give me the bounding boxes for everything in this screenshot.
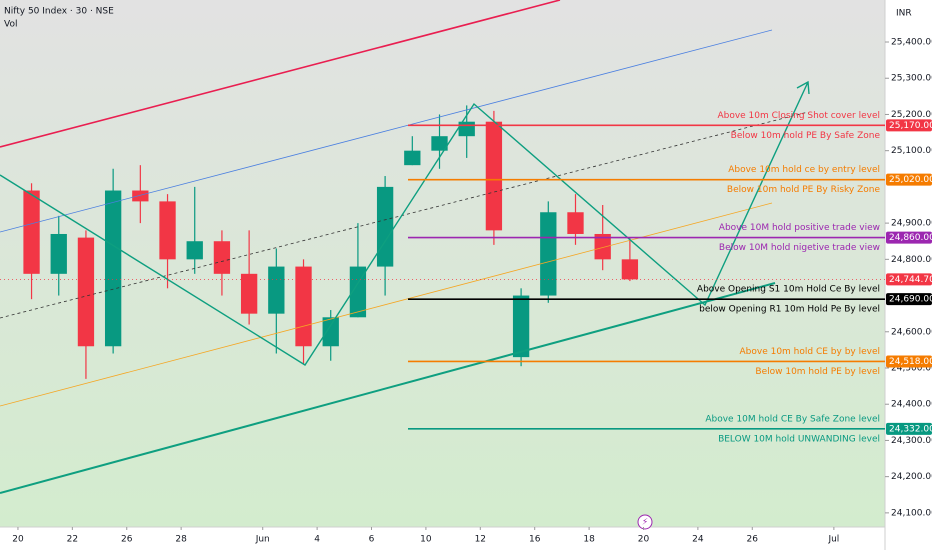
currency: INR bbox=[896, 9, 912, 19]
candle-body bbox=[540, 212, 557, 296]
x-tick-label: 28 bbox=[175, 535, 187, 545]
candle-body bbox=[431, 136, 448, 151]
x-tick-label: 24 bbox=[692, 535, 704, 545]
level-text-below: Below 10m hold PE by level bbox=[755, 367, 880, 377]
y-tick-label: 25,400.00 bbox=[891, 38, 932, 48]
x-tick-label: Jul bbox=[827, 535, 839, 545]
x-tick-label: 6 bbox=[369, 535, 375, 545]
candle-body bbox=[349, 266, 367, 318]
level-text-below: BELOW 10M hold UNWANDING level bbox=[718, 434, 880, 444]
candle-body bbox=[404, 150, 421, 166]
x-tick-label: 26 bbox=[121, 535, 133, 545]
layer bbox=[23, 105, 639, 379]
volume-label: Vol bbox=[4, 20, 17, 30]
candle-body bbox=[322, 317, 339, 347]
level-price-box bbox=[886, 231, 932, 244]
plot-background bbox=[0, 0, 885, 527]
y-tick-label: 24,400.00 bbox=[891, 400, 932, 410]
level-price-box bbox=[886, 119, 932, 132]
event-icon-glyph: ⚡ bbox=[642, 518, 648, 528]
last-price-label: 24,744.70 bbox=[889, 275, 932, 285]
zigzag-line bbox=[0, 81, 809, 366]
candle-body bbox=[485, 121, 503, 231]
x-tick-label: 22 bbox=[67, 535, 78, 545]
x-tick-label: Jun bbox=[255, 535, 270, 545]
y-tick-label: 25,100.00 bbox=[891, 146, 932, 156]
x-tick-label: 10 bbox=[420, 535, 432, 545]
y-tick-label: 25,300.00 bbox=[891, 74, 932, 84]
candle-body bbox=[77, 237, 95, 347]
level-text-above: Above 10m hold CE by by level bbox=[740, 347, 881, 357]
level-price-label: 25,170.00 bbox=[889, 121, 932, 131]
level-price-box bbox=[886, 422, 932, 435]
candle-body bbox=[132, 190, 149, 202]
candle-body bbox=[213, 241, 231, 274]
x-tick-label: 16 bbox=[529, 535, 541, 545]
candle-body bbox=[23, 190, 40, 274]
level-price-label: 24,860.00 bbox=[889, 233, 932, 243]
level-text-above: Above 10M hold CE By Safe Zone level bbox=[705, 414, 880, 424]
level-text-above: Above 10m Closing Shot cover level bbox=[717, 111, 880, 121]
trend-line bbox=[0, 0, 561, 148]
y-tick-label: 24,200.00 bbox=[891, 472, 932, 482]
x-tick-label: 12 bbox=[475, 535, 486, 545]
level-text-above: Above 10m hold ce by entry level bbox=[728, 165, 880, 175]
candle-body bbox=[376, 186, 394, 267]
y-tick-label: 24,300.00 bbox=[891, 436, 932, 446]
trend-line bbox=[0, 282, 776, 494]
level-price-box bbox=[886, 355, 932, 368]
y-tick-label: 24,100.00 bbox=[891, 508, 932, 518]
candle-body bbox=[240, 273, 258, 314]
candle-body bbox=[104, 190, 122, 347]
level-price-label: 24,518.00 bbox=[889, 357, 932, 367]
trend-line bbox=[0, 111, 809, 319]
y-tick-label: 24,600.00 bbox=[891, 327, 932, 337]
y-tick-label: 25,200.00 bbox=[891, 110, 932, 120]
level-price-label: 24,690.00 bbox=[889, 295, 932, 305]
candle-body bbox=[159, 201, 176, 260]
x-tick-label: 4 bbox=[314, 535, 320, 545]
level-price-box bbox=[886, 293, 932, 306]
level-price-label: 24,332.00 bbox=[889, 424, 932, 434]
time-axis bbox=[0, 527, 885, 550]
level-text-below: Below 10m hold PE By Risky Zone bbox=[727, 185, 881, 195]
level-text-below: Below 10M hold nigetive trade view bbox=[719, 243, 880, 253]
level-text-above: Above Opening S1 10m Hold Ce By level bbox=[697, 285, 880, 295]
level-text-above: Above 10M hold positive trade view bbox=[719, 223, 880, 233]
y-tick-label: 24,500.00 bbox=[891, 363, 932, 373]
candle-body bbox=[512, 295, 530, 358]
candle-body bbox=[295, 266, 312, 347]
candle-body bbox=[186, 241, 203, 260]
candle-body bbox=[594, 233, 611, 260]
level-price-label: 25,020.00 bbox=[889, 175, 932, 185]
chart-title: Nifty 50 Index · 30 · NSE bbox=[4, 7, 114, 17]
candle-body bbox=[621, 259, 639, 280]
y-tick-label: 24,900.00 bbox=[891, 219, 932, 229]
x-tick-label: 20 bbox=[12, 535, 24, 545]
event-icon[interactable] bbox=[637, 514, 653, 530]
candle-body bbox=[50, 233, 67, 274]
x-tick-label: 20 bbox=[638, 535, 650, 545]
level-text-below: Below 10m hold PE By Safe Zone bbox=[731, 131, 881, 141]
y-tick-label: 24,800.00 bbox=[891, 255, 932, 265]
arrow-head bbox=[796, 80, 810, 95]
level-price-box bbox=[886, 173, 932, 186]
x-tick-label: 18 bbox=[583, 535, 595, 545]
candle-body bbox=[567, 212, 584, 234]
last-price-box bbox=[886, 273, 932, 286]
level-text-below: below Opening R1 10m Hold Pe By level bbox=[699, 305, 880, 315]
candle-body bbox=[268, 266, 285, 314]
x-tick-label: 26 bbox=[747, 535, 759, 545]
trend-line bbox=[0, 29, 773, 233]
